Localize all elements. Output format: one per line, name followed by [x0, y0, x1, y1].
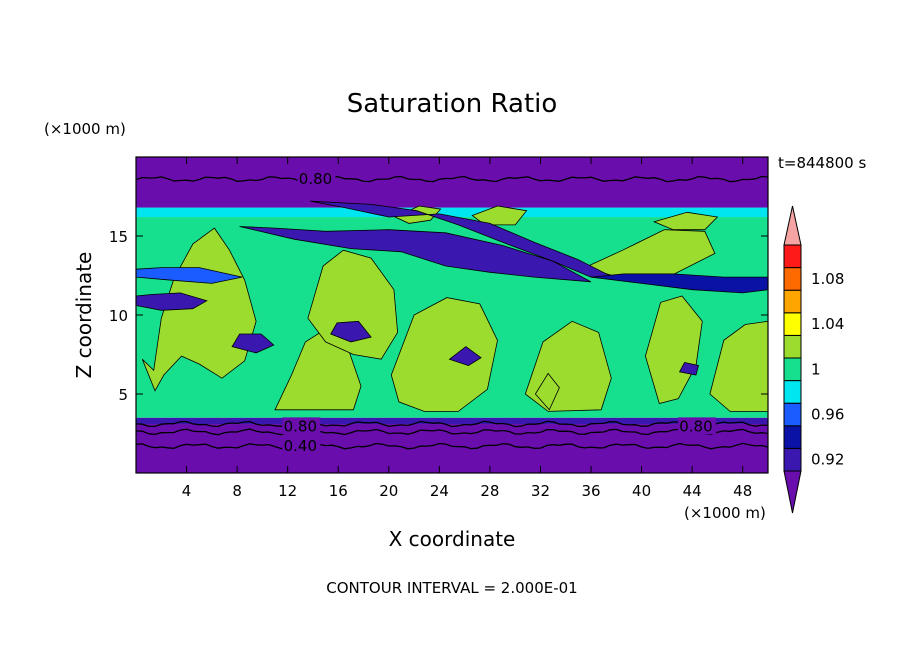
colorbar-box-3 — [783, 380, 802, 404]
field-region-15 — [136, 292, 208, 311]
field-region-6 — [709, 320, 768, 412]
x-tick-label: 12 — [278, 482, 297, 500]
field-region-11 — [534, 372, 560, 411]
x-tick-label: 48 — [733, 482, 752, 500]
colorbar-top-arrow — [783, 205, 802, 246]
colorbar-box-8 — [783, 267, 802, 291]
colorbar-box-5 — [783, 334, 802, 359]
contour-label-0: 0.80 — [299, 170, 332, 188]
field-band-1 — [136, 417, 768, 425]
colorbar-tick-label: 1.08 — [811, 270, 844, 288]
contour-0.80-top — [136, 175, 768, 183]
colorbar-box-7 — [783, 289, 802, 314]
y-tick-label: 10 — [109, 307, 128, 325]
field-region-20 — [136, 267, 243, 284]
y-ticks: 5 10 15 — [109, 228, 768, 404]
contour-lines — [136, 175, 768, 450]
field-region-5 — [644, 295, 703, 404]
colorbar-tick-label: 0.92 — [811, 451, 844, 469]
x-axis-label: X coordinate — [389, 527, 516, 551]
colorbar-tick-label: 1.04 — [811, 315, 844, 333]
colorbar-tick-label: 1 — [811, 360, 821, 378]
contour-field — [136, 157, 768, 473]
y-axis-label: Z coordinate — [72, 252, 96, 379]
contour-label-2: 0.80 — [679, 417, 712, 435]
contour-0.40 — [136, 442, 768, 450]
colorbar-box-6 — [783, 312, 802, 336]
field-region-16 — [231, 333, 275, 354]
colorbar-tick-label: 0.96 — [811, 406, 844, 424]
x-tick-label: 4 — [182, 482, 192, 500]
field-region-17 — [330, 320, 372, 343]
colorbar-box-0 — [783, 447, 802, 472]
colorbar-box-2 — [783, 402, 802, 427]
contour-0.60 — [136, 428, 768, 436]
chart-title: Saturation Ratio — [347, 89, 558, 119]
contour-label-bg-0 — [297, 170, 336, 188]
y-tick-label: 15 — [109, 228, 128, 246]
x-tick-label: 20 — [379, 482, 398, 500]
x-tick-label: 28 — [480, 482, 499, 500]
field-region-10 — [652, 211, 719, 231]
x-tick-label: 24 — [430, 482, 449, 500]
field-band-4 — [136, 157, 768, 208]
field-region-2 — [307, 249, 399, 360]
field-band-3 — [136, 207, 768, 218]
contour-label-bg-3 — [282, 437, 321, 455]
contour-label-1: 0.80 — [284, 417, 317, 435]
x-tick-label: 16 — [329, 482, 348, 500]
contour-interval-note: CONTOUR INTERVAL = 2.000E-01 — [326, 579, 577, 597]
colorbar-box-4 — [783, 357, 802, 382]
contour-label-bg-1 — [282, 417, 321, 435]
x-ticks: 4 8 12 16 20 24 28 32 36 40 44 48 — [182, 157, 752, 500]
y-tick-label: 5 — [118, 386, 128, 404]
contour-label-bg-2 — [677, 417, 716, 435]
colorbar-bottom-arrow — [783, 470, 802, 514]
x-tick-label: 40 — [632, 482, 651, 500]
field-region-14 — [590, 273, 768, 294]
contour-0.80-lower — [136, 420, 768, 428]
colorbar-box-9 — [783, 244, 802, 269]
contour-label-3: 0.40 — [284, 437, 317, 455]
x-axis-unit: (×1000 m) — [684, 504, 766, 522]
x-tick-label: 44 — [683, 482, 702, 500]
x-tick-label: 32 — [531, 482, 550, 500]
field-region-19 — [678, 361, 699, 376]
x-tick-label: 8 — [232, 482, 242, 500]
x-tick-label: 36 — [581, 482, 600, 500]
field-region-18 — [448, 346, 482, 367]
field-region-3 — [390, 297, 498, 412]
colorbar: 0.92 0.96 1 1.04 1.08 — [783, 205, 844, 514]
contour-labels: 0.80 0.80 0.80 0.40 — [282, 170, 716, 455]
field-region-13 — [239, 226, 592, 283]
colorbar-box-1 — [783, 425, 802, 449]
y-axis-unit: (×1000 m) — [44, 120, 126, 138]
time-label: t=844800 s — [778, 154, 866, 172]
